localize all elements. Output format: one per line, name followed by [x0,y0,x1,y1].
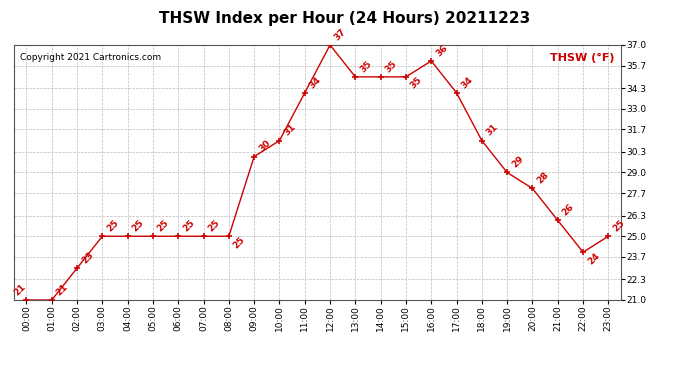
Text: 34: 34 [460,75,475,90]
Text: THSW (°F): THSW (°F) [551,53,615,63]
Text: 25: 25 [206,218,221,234]
Text: 25: 25 [156,218,171,234]
Text: 26: 26 [560,202,575,217]
Text: 35: 35 [384,59,399,74]
Text: 25: 25 [232,235,247,250]
Text: 24: 24 [586,251,601,266]
Text: 30: 30 [257,139,272,154]
Text: 21: 21 [55,282,70,297]
Text: 34: 34 [308,75,323,90]
Text: 35: 35 [358,59,373,74]
Text: 23: 23 [80,250,95,266]
Text: 28: 28 [535,171,551,186]
Text: 25: 25 [611,218,627,234]
Text: 25: 25 [105,218,120,234]
Text: 37: 37 [333,27,348,42]
Text: THSW Index per Hour (24 Hours) 20211223: THSW Index per Hour (24 Hours) 20211223 [159,11,531,26]
Text: 35: 35 [408,75,424,91]
Text: 21: 21 [12,282,28,297]
Text: 31: 31 [282,123,297,138]
Text: 25: 25 [130,218,146,234]
Text: Copyright 2021 Cartronics.com: Copyright 2021 Cartronics.com [20,53,161,62]
Text: 31: 31 [484,123,500,138]
Text: 25: 25 [181,218,196,234]
Text: 36: 36 [434,43,449,58]
Text: 29: 29 [510,154,525,170]
